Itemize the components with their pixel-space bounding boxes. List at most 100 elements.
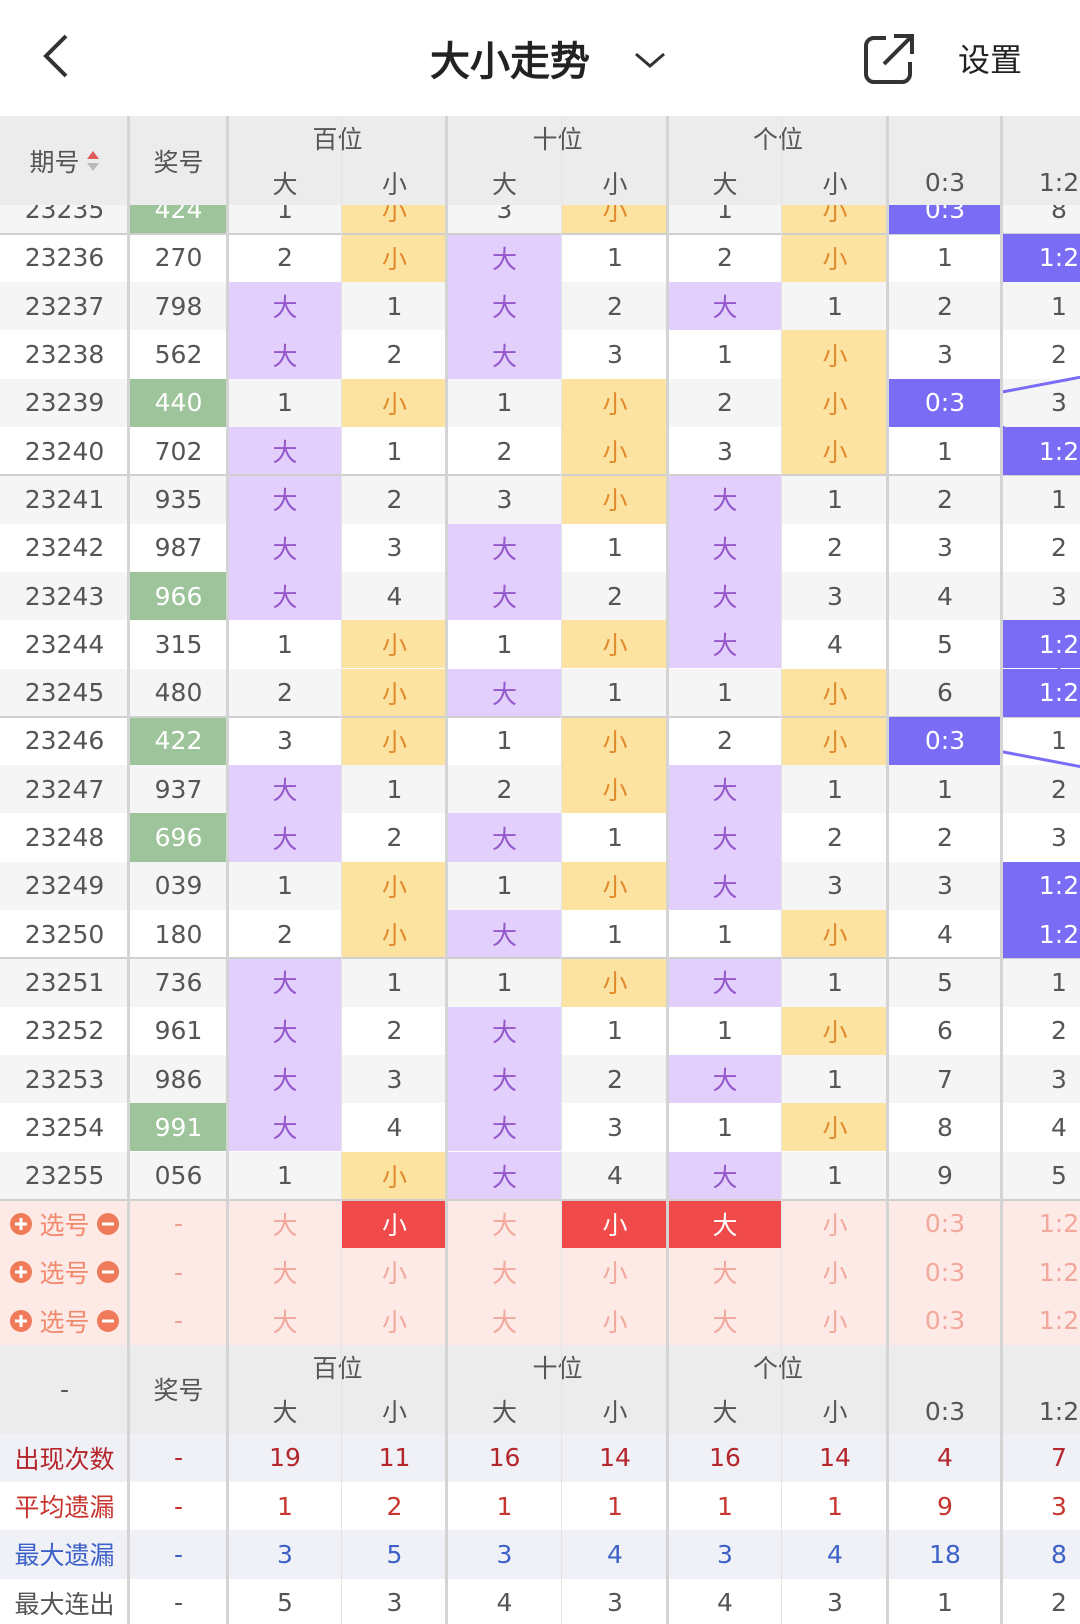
trend-cell: 大 xyxy=(228,571,342,621)
trend-cell: 大 xyxy=(668,571,782,621)
selector-cell[interactable]: 大 xyxy=(447,1296,562,1345)
trend-cell: 1 xyxy=(562,233,668,283)
trend-cell: 小 xyxy=(562,765,668,814)
column-divider xyxy=(886,116,889,1624)
trend-cell: 大 xyxy=(228,523,342,572)
add-button[interactable] xyxy=(9,1212,33,1236)
issue-cell: 23242 xyxy=(0,523,129,572)
header-sub: 小 xyxy=(562,1389,668,1434)
trend-cell: 1:2 xyxy=(1002,910,1080,959)
trend-cell: 2 xyxy=(1002,330,1080,379)
trend-cell: 1 xyxy=(668,330,782,379)
trend-cell: 3 xyxy=(782,861,888,910)
trend-cell: 大 xyxy=(447,813,562,862)
trend-cell: 小 xyxy=(782,668,888,717)
selector-cell[interactable]: 大 xyxy=(228,1248,342,1297)
header-sub: 0:3 xyxy=(888,160,1002,205)
header-group: 个位 xyxy=(668,1344,888,1390)
selector-cell[interactable]: 1:2 xyxy=(1002,1199,1080,1249)
trend-cell: 1 xyxy=(228,861,342,910)
issue-cell: 23245 xyxy=(0,668,129,717)
selector-cell[interactable]: 小 xyxy=(562,1199,668,1249)
selector-cell[interactable]: 小 xyxy=(782,1296,888,1345)
stat-value: 1 xyxy=(228,1482,342,1531)
trend-cell: 3 xyxy=(668,427,782,476)
trend-cell: 6 xyxy=(888,1006,1002,1055)
selector-cell[interactable]: 0:3 xyxy=(888,1248,1002,1297)
selector-cell[interactable]: 小 xyxy=(342,1199,447,1249)
page-title[interactable]: 大小走势 xyxy=(430,39,590,85)
stat-value: 19 xyxy=(228,1433,342,1482)
trend-cell: 2 xyxy=(668,378,782,427)
trend-cell: 小 xyxy=(782,427,888,476)
selector-cell[interactable]: 小 xyxy=(782,1248,888,1297)
selector-cell[interactable]: 小 xyxy=(562,1296,668,1345)
trend-cell: 大 xyxy=(447,282,562,331)
trend-cell: 大 xyxy=(668,523,782,572)
trend-cell: 1 xyxy=(668,1006,782,1055)
issue-cell: 23236 xyxy=(0,233,129,283)
remove-button[interactable] xyxy=(96,1212,120,1236)
issue-cell: 23250 xyxy=(0,910,129,959)
selector-cell[interactable]: 大 xyxy=(668,1199,782,1249)
trend-cell: 大 xyxy=(668,475,782,524)
selector-cell[interactable]: 大 xyxy=(668,1296,782,1345)
trend-cell: 2 xyxy=(668,716,782,766)
issue-cell: 23253 xyxy=(0,1054,129,1104)
stat-label: 平均遗漏 xyxy=(0,1482,129,1531)
share-button[interactable] xyxy=(862,30,918,86)
issue-cell: 23237 xyxy=(0,282,129,331)
stat-value: 1 xyxy=(668,1482,782,1531)
trend-cell: 小 xyxy=(562,378,668,427)
stat-value: 4 xyxy=(447,1578,562,1624)
selector-cell[interactable]: 小 xyxy=(782,1199,888,1249)
header-number: 奖号 xyxy=(129,116,228,205)
trend-cell: 3 xyxy=(228,716,342,766)
stat-value: 14 xyxy=(562,1433,668,1482)
back-button[interactable] xyxy=(36,30,76,82)
header-sub: 大 xyxy=(668,160,782,205)
stat-number: - xyxy=(129,1433,228,1482)
trend-cell: 1 xyxy=(1002,475,1080,524)
selector-cell[interactable]: 大 xyxy=(668,1248,782,1297)
trend-cell: 3 xyxy=(888,861,1002,910)
selector-cell[interactable]: 大 xyxy=(447,1248,562,1297)
trend-cell: 小 xyxy=(342,620,447,669)
trend-cell: 8 xyxy=(888,1103,1002,1152)
stat-number: - xyxy=(129,1578,228,1624)
selector-cell[interactable]: 0:3 xyxy=(888,1296,1002,1345)
trend-cell: 2 xyxy=(888,282,1002,331)
trend-cell: 4 xyxy=(782,620,888,669)
selector-cell[interactable]: 小 xyxy=(342,1296,447,1345)
title-dropdown[interactable] xyxy=(632,48,668,72)
settings-button[interactable]: 设置 xyxy=(957,41,1022,79)
header-issue[interactable]: 期号 xyxy=(0,116,129,205)
trend-cell: 1 xyxy=(342,427,447,476)
selector-cell[interactable]: 大 xyxy=(228,1199,342,1249)
selector-cell[interactable]: 小 xyxy=(562,1248,668,1297)
header-sub: 小 xyxy=(782,1389,888,1434)
selector-cell[interactable]: 1:2 xyxy=(1002,1296,1080,1345)
add-button[interactable] xyxy=(9,1309,33,1333)
trend-cell: 2 xyxy=(342,330,447,379)
remove-button[interactable] xyxy=(96,1260,120,1284)
trend-cell: 7 xyxy=(888,1054,1002,1104)
trend-cell: 小 xyxy=(562,716,668,766)
trend-cell: 小 xyxy=(562,475,668,524)
selector-cell[interactable]: 0:3 xyxy=(888,1199,1002,1249)
trend-cell: 4 xyxy=(562,1151,668,1200)
remove-button[interactable] xyxy=(96,1309,120,1333)
sort-icon[interactable] xyxy=(86,149,100,173)
selector-cell[interactable]: 小 xyxy=(342,1248,447,1297)
selector-cell[interactable]: 大 xyxy=(447,1199,562,1249)
add-button[interactable] xyxy=(9,1260,33,1284)
stat-value: 1 xyxy=(888,1578,1002,1624)
selector-cell[interactable]: 大 xyxy=(228,1296,342,1345)
header-sub: 1:2 xyxy=(1002,1389,1080,1434)
selector-text: 选号 xyxy=(39,1307,90,1337)
trend-cell: 小 xyxy=(562,958,668,1007)
trend-cell: 5 xyxy=(888,620,1002,669)
selector-cell[interactable]: 1:2 xyxy=(1002,1248,1080,1297)
trend-cell: 2 xyxy=(342,1006,447,1055)
stat-value: 5 xyxy=(342,1530,447,1579)
